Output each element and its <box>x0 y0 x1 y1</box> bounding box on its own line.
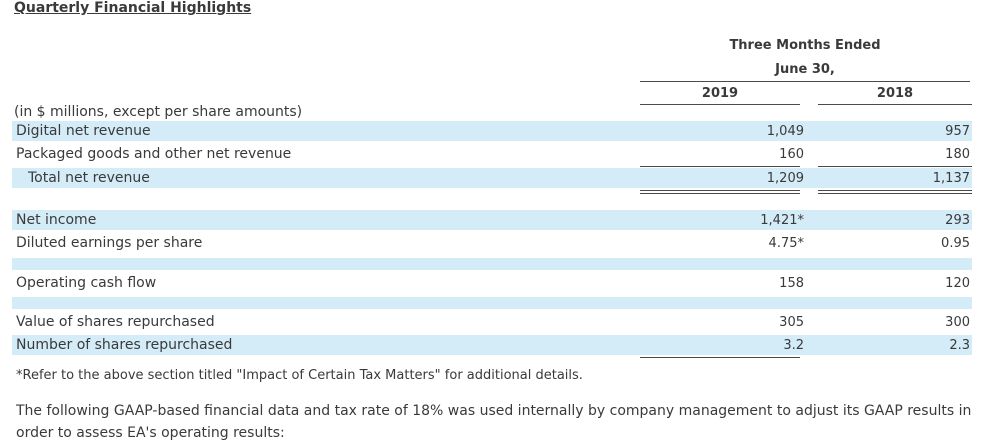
value-2019: 1,049 <box>766 124 804 139</box>
total-double-rule-2018 <box>818 190 972 191</box>
value-2019: 3.2 <box>783 338 804 353</box>
value-2018: 2.3 <box>949 338 970 353</box>
value-2018: 0.95 <box>941 236 970 251</box>
row-label: Value of shares repurchased <box>16 314 215 330</box>
column-rule-2018 <box>818 104 972 105</box>
table-row: Operating cash flow 158 120 <box>12 273 972 293</box>
page-title: Quarterly Financial Highlights <box>14 0 252 16</box>
value-2018: 957 <box>945 124 970 139</box>
footnote: *Refer to the above section titled "Impa… <box>16 368 583 383</box>
total-double-rule-2019 <box>640 190 800 191</box>
total-double-rule-2019b <box>640 193 800 194</box>
value-2019: 160 <box>779 147 804 162</box>
subtotal-rule-2019 <box>640 166 800 167</box>
column-header-2019: 2019 <box>701 86 739 101</box>
period-header-line2: June 30, <box>775 62 835 77</box>
row-label: Net income <box>16 212 97 228</box>
row-label: Total net revenue <box>28 170 150 186</box>
value-2019: 158 <box>779 276 804 291</box>
table-row-total: Total net revenue 1,209 1,137 <box>12 168 972 188</box>
row-label: Packaged goods and other net revenue <box>16 146 292 162</box>
period-header-line1: Three Months Ended <box>729 38 881 53</box>
row-label: Operating cash flow <box>16 275 157 291</box>
value-2018: 300 <box>945 315 970 330</box>
value-2018: 1,137 <box>932 171 970 186</box>
total-double-rule-2018b <box>818 193 972 194</box>
units-note: (in $ millions, except per share amounts… <box>14 104 303 120</box>
row-label: Number of shares repurchased <box>16 337 233 353</box>
table-row: Net income 1,421* 293 <box>12 210 972 230</box>
bottom-rule-2019 <box>640 357 800 358</box>
row-label: Digital net revenue <box>16 123 151 139</box>
value-2018: 120 <box>945 276 970 291</box>
table-row: Diluted earnings per share 4.75* 0.95 <box>12 233 972 253</box>
column-header-2018: 2018 <box>876 86 914 101</box>
value-2018: 180 <box>945 147 970 162</box>
value-2018: 293 <box>945 213 970 228</box>
header-rule <box>640 81 970 82</box>
table-row: Packaged goods and other net revenue 160… <box>12 144 972 164</box>
subtotal-rule-2018 <box>818 166 972 167</box>
value-2019: 1,209 <box>766 171 804 186</box>
value-2019: 305 <box>779 315 804 330</box>
spacer-band <box>12 258 972 270</box>
table-row: Digital net revenue 1,049 957 <box>12 121 972 141</box>
column-rule-2019 <box>640 104 800 105</box>
table-row: Number of shares repurchased 3.2 2.3 <box>12 335 972 355</box>
spacer-band <box>12 297 972 309</box>
row-label: Diluted earnings per share <box>16 235 203 251</box>
value-2019: 1,421* <box>760 213 804 228</box>
value-2019: 4.75* <box>768 236 804 251</box>
table-row: Value of shares repurchased 305 300 <box>12 312 972 332</box>
body-paragraph: The following GAAP-based financial data … <box>16 403 972 441</box>
